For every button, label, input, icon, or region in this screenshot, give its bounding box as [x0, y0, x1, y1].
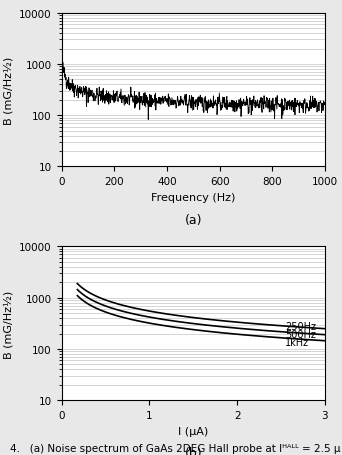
Y-axis label: B (mG/Hz½): B (mG/Hz½)	[4, 56, 14, 124]
Text: 500Hz: 500Hz	[285, 329, 316, 339]
Text: (b): (b)	[184, 446, 202, 455]
Text: 250Hz: 250Hz	[285, 321, 316, 331]
X-axis label: I (μA): I (μA)	[178, 425, 208, 435]
Y-axis label: B (mG/Hz½): B (mG/Hz½)	[4, 290, 14, 358]
X-axis label: Frequency (Hz): Frequency (Hz)	[151, 192, 235, 202]
Text: 4.   (a) Noise spectrum of GaAs 2DEG Hall probe at Iᴴᴬᴸᴸ = 2.5 μ: 4. (a) Noise spectrum of GaAs 2DEG Hall …	[10, 443, 341, 453]
Text: 1kHz: 1kHz	[285, 337, 310, 347]
Text: (a): (a)	[184, 213, 202, 226]
